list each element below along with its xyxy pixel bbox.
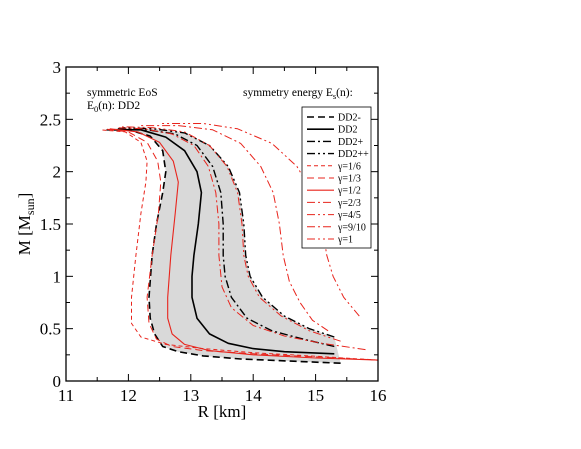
- x-axis-label: R [km]: [198, 402, 247, 421]
- x-tick-label: 12: [120, 386, 137, 405]
- legend-label-dd2plus: DD2+: [338, 137, 363, 148]
- annotation-symmetric-eos: symmetric EoS: [87, 87, 158, 99]
- axis-ticks: 11 12 13 14 15 16 0 0.5 1 1.5 2 2.5 3: [40, 58, 387, 405]
- y-tick-label: 0.5: [40, 320, 61, 339]
- series-layer: [100, 123, 378, 364]
- legend-label-gamma-1-6: γ=1/6: [337, 161, 361, 172]
- y-axis-label: M [Msun]: [15, 193, 37, 256]
- x-tick-label: 14: [245, 386, 263, 405]
- series-dd2plus: [115, 128, 335, 348]
- series-gamma-9-10: [140, 125, 329, 332]
- x-tick-label: 11: [58, 386, 74, 405]
- series-dd2: [112, 129, 335, 355]
- legend-label-dd2minus: DD2-: [338, 113, 361, 124]
- x-tick-label: 15: [307, 386, 324, 405]
- y-tick-label: 1.5: [40, 215, 61, 234]
- annotation-symmetry-energy: symmetry energy Es(n):: [243, 87, 353, 101]
- legend-label-gamma-9-10: γ=9/10: [337, 222, 366, 233]
- annotation-e0: E0(n): DD2: [87, 100, 140, 114]
- legend-label-dd2plusplus: DD2++: [338, 149, 369, 160]
- y-tick-label: 2: [53, 163, 62, 182]
- series-dd2minus: [106, 129, 341, 364]
- legend-label-gamma-1: γ=1: [337, 235, 353, 246]
- series-dd2plusplus: [122, 127, 335, 338]
- x-tick-label: 16: [370, 386, 387, 405]
- legend-label-gamma-2-3: γ=2/3: [337, 198, 361, 209]
- y-tick-label: 3: [53, 58, 62, 77]
- y-tick-label: 2.5: [40, 110, 61, 129]
- y-tick-label: 1: [53, 267, 62, 286]
- series-gamma-4-5: [122, 126, 341, 342]
- series-gamma-1-2: [109, 128, 378, 361]
- series-gamma-1-3: [103, 128, 378, 361]
- series-gamma-1-6: [100, 129, 378, 361]
- x-tick-label: 13: [182, 386, 199, 405]
- legend-label-dd2: DD2: [338, 125, 357, 136]
- legend-label-gamma-1-3: γ=1/3: [337, 174, 361, 185]
- series-gamma-2-3: [115, 127, 366, 351]
- y-tick-label: 0: [53, 372, 62, 391]
- legend-label-gamma-1-2: γ=1/2: [337, 186, 361, 197]
- legend-label-gamma-4-5: γ=4/5: [337, 210, 361, 221]
- series-gamma-1: [159, 123, 360, 317]
